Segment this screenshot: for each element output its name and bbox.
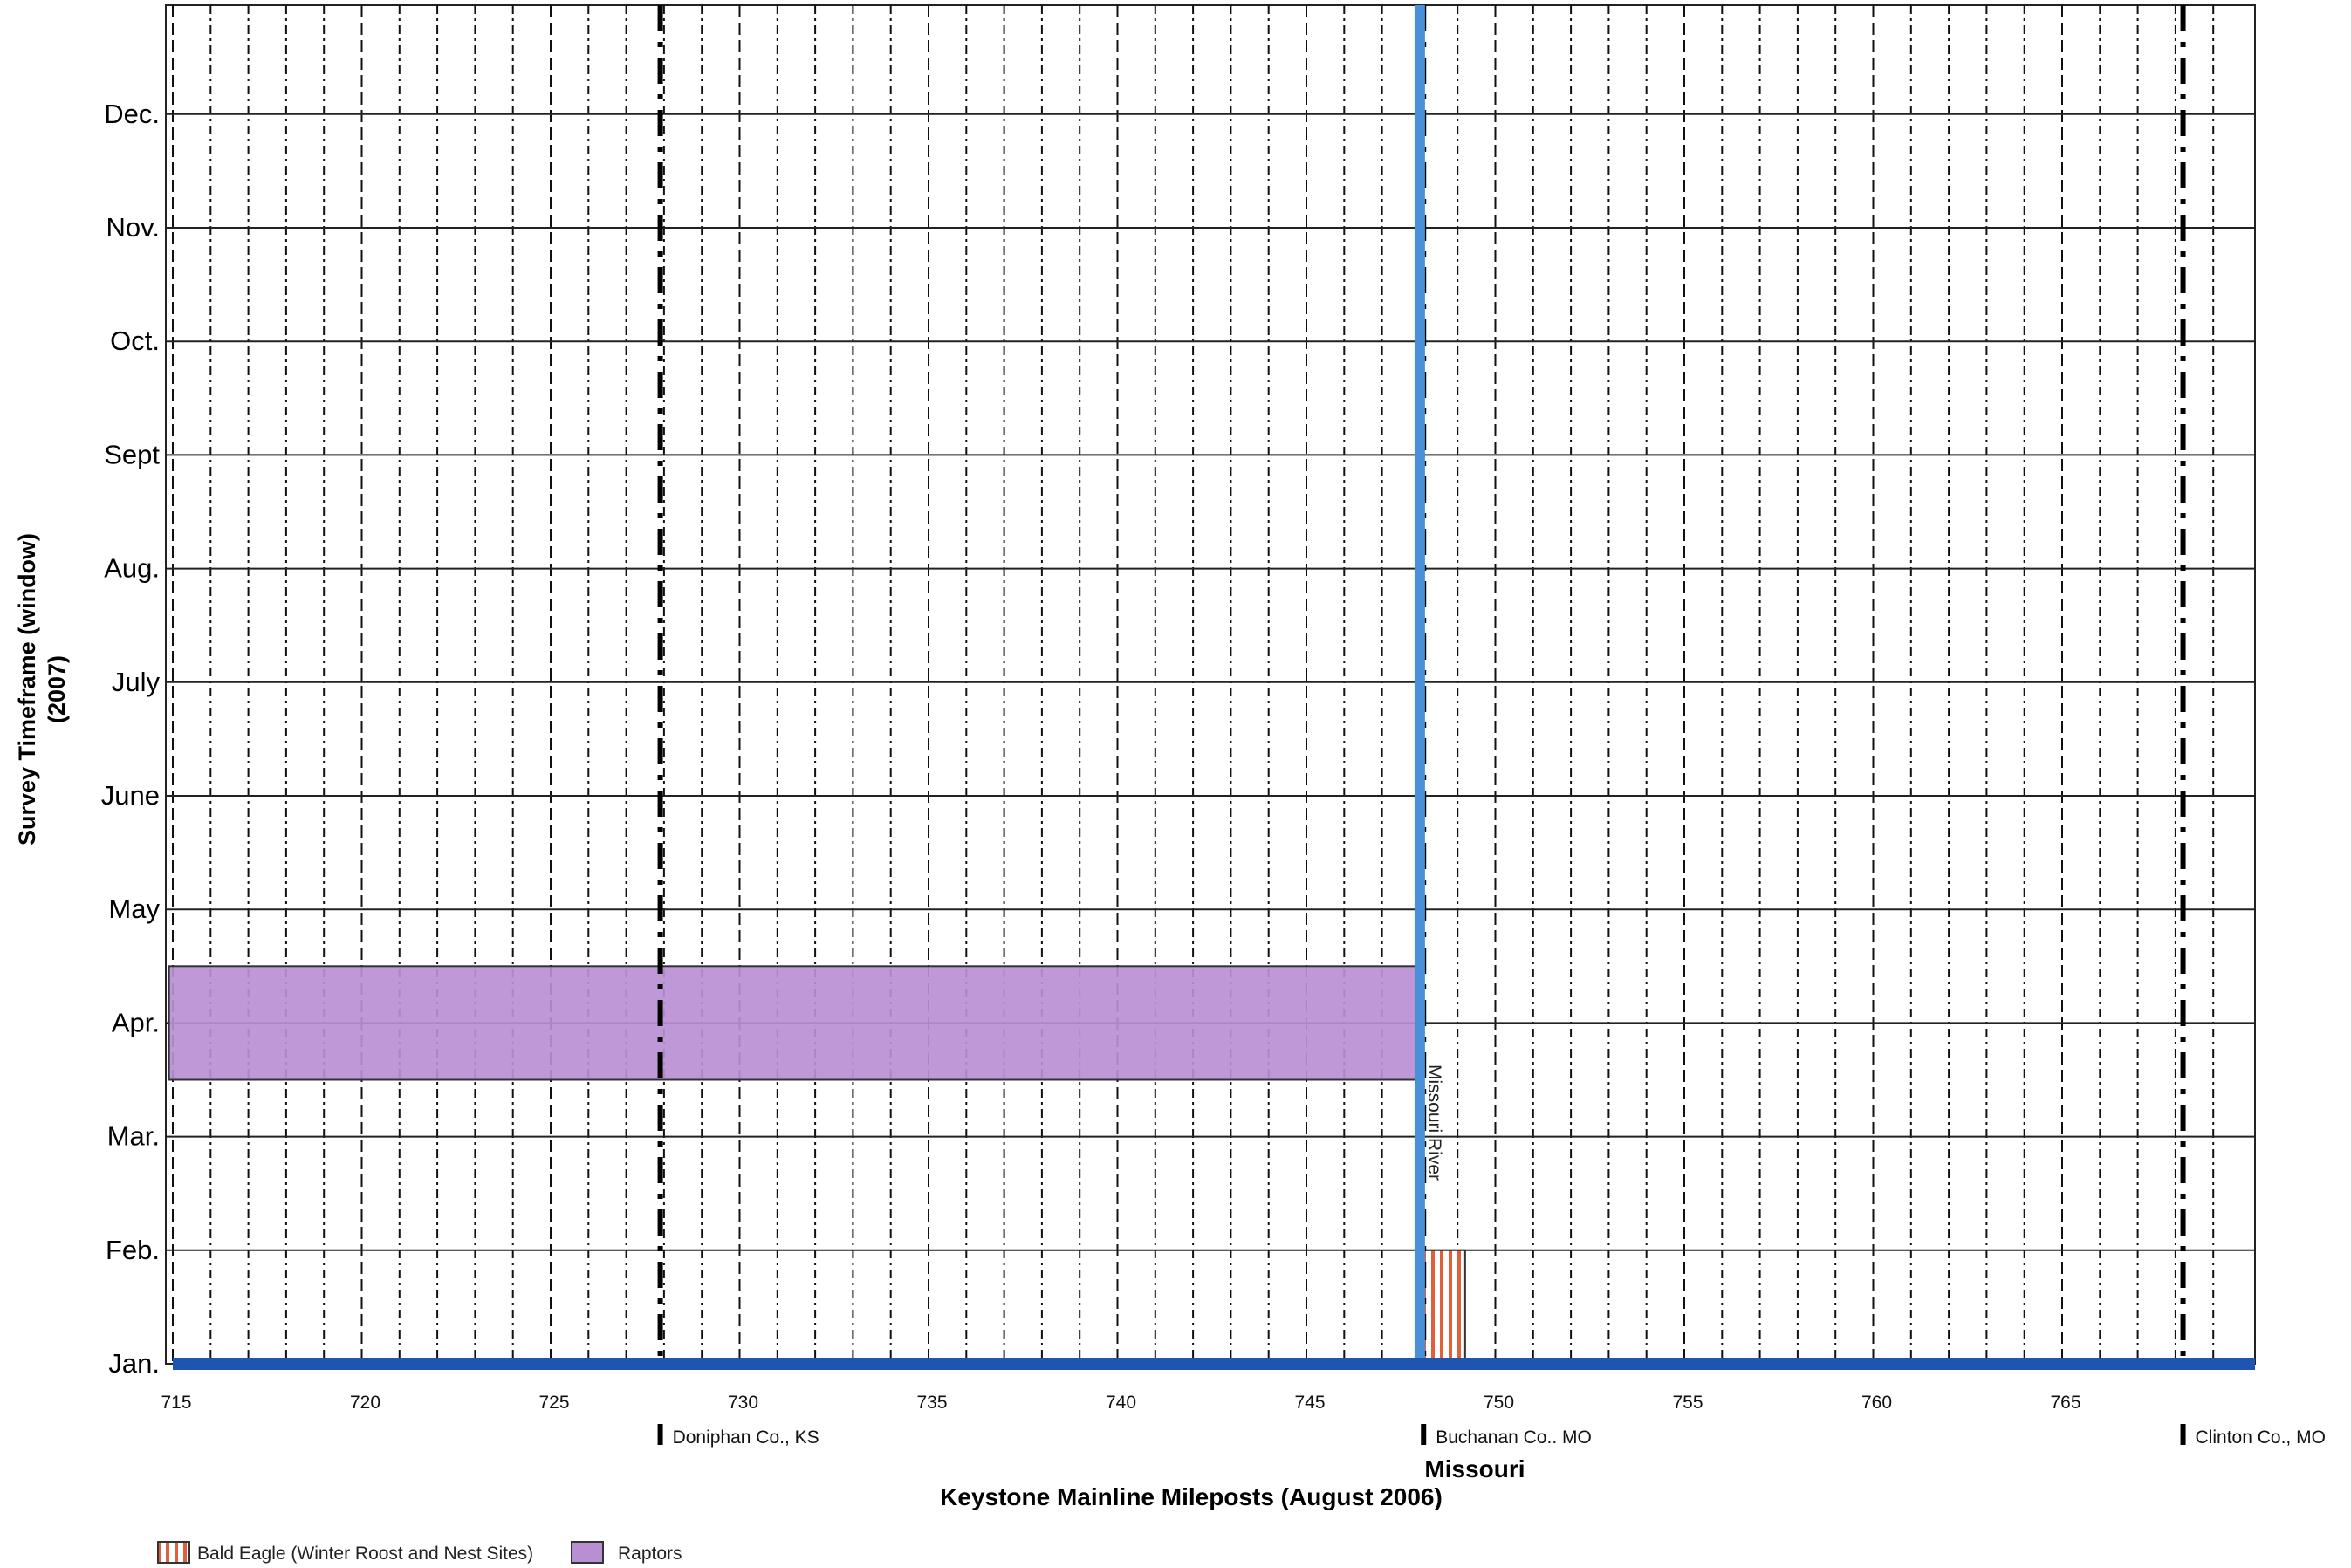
x-tick-label: 725 <box>538 1393 569 1413</box>
county-label: Doniphan Co., KS <box>673 1428 819 1448</box>
county-boundary-tick <box>1421 1424 1427 1445</box>
month-label: July <box>112 667 161 697</box>
x-tick-label: 720 <box>350 1393 380 1413</box>
month-label: June <box>101 780 160 811</box>
x-tick-label: 760 <box>1861 1393 1892 1413</box>
range-bar-bald-eagle <box>1418 1249 1466 1366</box>
month-label: May <box>108 894 160 924</box>
county-boundary-tick <box>657 1424 663 1445</box>
legend-swatch-raptors <box>571 1541 604 1564</box>
x-tick-label: 745 <box>1294 1393 1325 1413</box>
month-label: Dec. <box>104 99 160 129</box>
x-tick-label: 735 <box>916 1393 947 1413</box>
x-tick-label: 750 <box>1484 1393 1514 1413</box>
month-label: Nov. <box>106 212 160 243</box>
bars-layer <box>168 965 1466 1366</box>
grid-layer <box>165 4 2256 1365</box>
x-tick-label: 755 <box>1672 1393 1703 1413</box>
month-label: Mar. <box>107 1121 160 1152</box>
y-axis-label: Survey Timeframe (window) <box>14 533 40 846</box>
x-tick-label: 715 <box>161 1393 191 1413</box>
x-tick-label: 740 <box>1106 1393 1136 1413</box>
legend-label-raptors: Raptors <box>618 1544 682 1564</box>
month-label: Oct. <box>110 325 160 356</box>
legend: Bald Eagle (Winter Roost and Nest Sites)… <box>157 1541 682 1564</box>
x-tick-label: 765 <box>2050 1393 2080 1413</box>
legend-label-bald-eagle: Bald Eagle (Winter Roost and Nest Sites) <box>197 1544 533 1564</box>
month-label: Jan. <box>108 1348 160 1379</box>
y-axis-sublabel: (2007) <box>44 655 70 723</box>
range-bar-raptors <box>168 965 1425 1081</box>
feature-layer: Doniphan Co., KS Buchanan Co.. MO Clinton … <box>173 5 2326 1448</box>
state-label: Missouri <box>1424 1455 1525 1482</box>
plot-frame <box>165 4 2256 1365</box>
month-label: Sept <box>104 439 160 469</box>
axis-layer: Survey Timeframe (window) (2007) Missour… <box>14 99 2081 1510</box>
month-label: Aug. <box>104 553 160 584</box>
county-boundary-tick <box>2180 1424 2186 1445</box>
county-label: Clinton Co., MO <box>2196 1428 2326 1448</box>
x-axis-label: Keystone Mainline Mileposts (August 2006… <box>940 1483 1443 1510</box>
river-label: Missouri River <box>1424 1065 1444 1181</box>
legend-swatch-bald-eagle <box>157 1541 190 1564</box>
x-tick-label: 730 <box>728 1393 758 1413</box>
month-label: Feb. <box>106 1235 160 1265</box>
county-label: Buchanan Co.. MO <box>1436 1428 1592 1448</box>
month-label: Apr. <box>112 1007 160 1037</box>
